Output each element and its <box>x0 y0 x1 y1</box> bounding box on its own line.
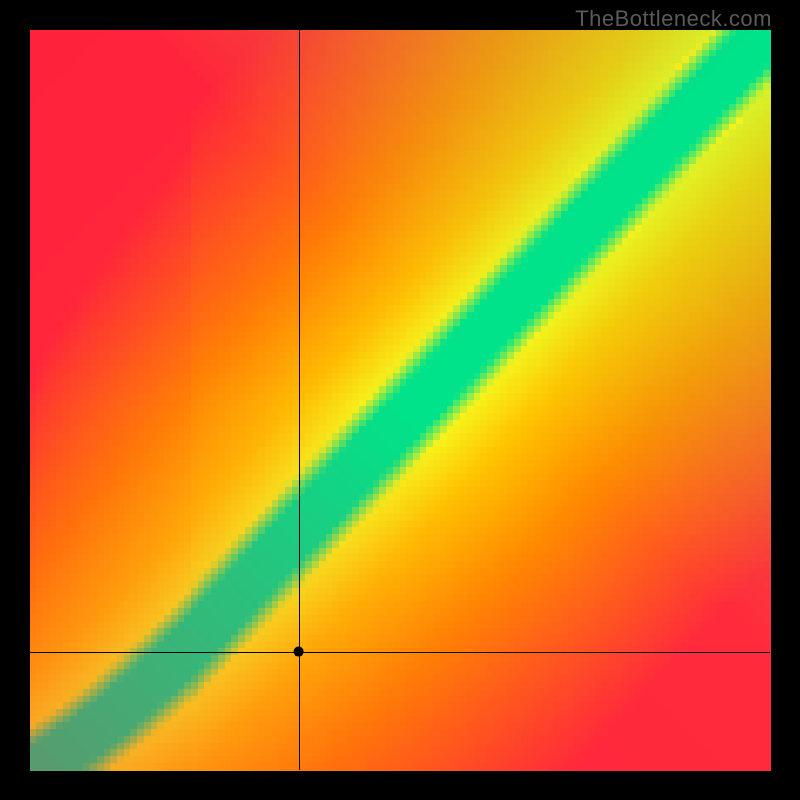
watermark-text: TheBottleneck.com <box>575 6 772 32</box>
crosshair-overlay <box>0 0 800 800</box>
